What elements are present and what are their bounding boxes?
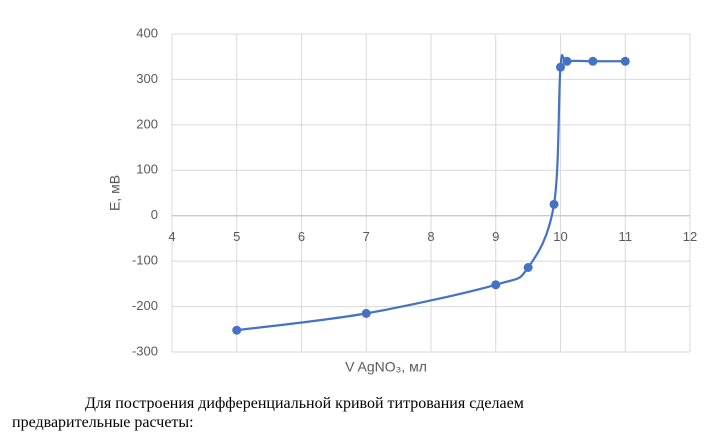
y-axis-label: E, мВ <box>107 175 123 211</box>
x-tick-label: 6 <box>298 229 305 244</box>
data-point <box>491 280 501 290</box>
paragraph: Для построения дифференциальной кривой т… <box>12 395 524 431</box>
data-point <box>588 56 598 66</box>
y-tick-label: 100 <box>136 162 158 177</box>
data-point <box>556 62 565 72</box>
data-point <box>620 56 630 66</box>
y-tick-label: 200 <box>136 116 158 131</box>
x-tick-label: 8 <box>427 229 434 244</box>
data-point <box>232 325 242 335</box>
y-tick-label: -200 <box>132 298 158 313</box>
data-point <box>361 308 371 318</box>
x-tick-label: 10 <box>553 229 567 244</box>
x-tick-label: 12 <box>683 229 697 244</box>
x-tick-label: 11 <box>619 229 633 244</box>
x-tick-label: 4 <box>168 229 175 244</box>
data-point <box>562 56 572 66</box>
y-tick-label: 400 <box>136 25 158 40</box>
data-point <box>549 199 559 209</box>
y-tick-label: -100 <box>132 253 158 268</box>
y-tick-label: 300 <box>136 71 158 86</box>
x-axis-label: V AgNO₃, мл <box>345 359 427 375</box>
chart: V AgNO₃, мл E, мВ -300 -200 -100 0 100 200 300… <box>107 25 698 375</box>
y-tick-label: -300 <box>132 343 158 358</box>
y-tick-label: 0 <box>151 207 158 222</box>
x-tick-label: 7 <box>363 229 370 244</box>
x-tick-label: 9 <box>492 229 499 244</box>
data-line <box>236 53 626 332</box>
data-point <box>523 263 533 273</box>
x-tick-label: 5 <box>233 229 240 244</box>
